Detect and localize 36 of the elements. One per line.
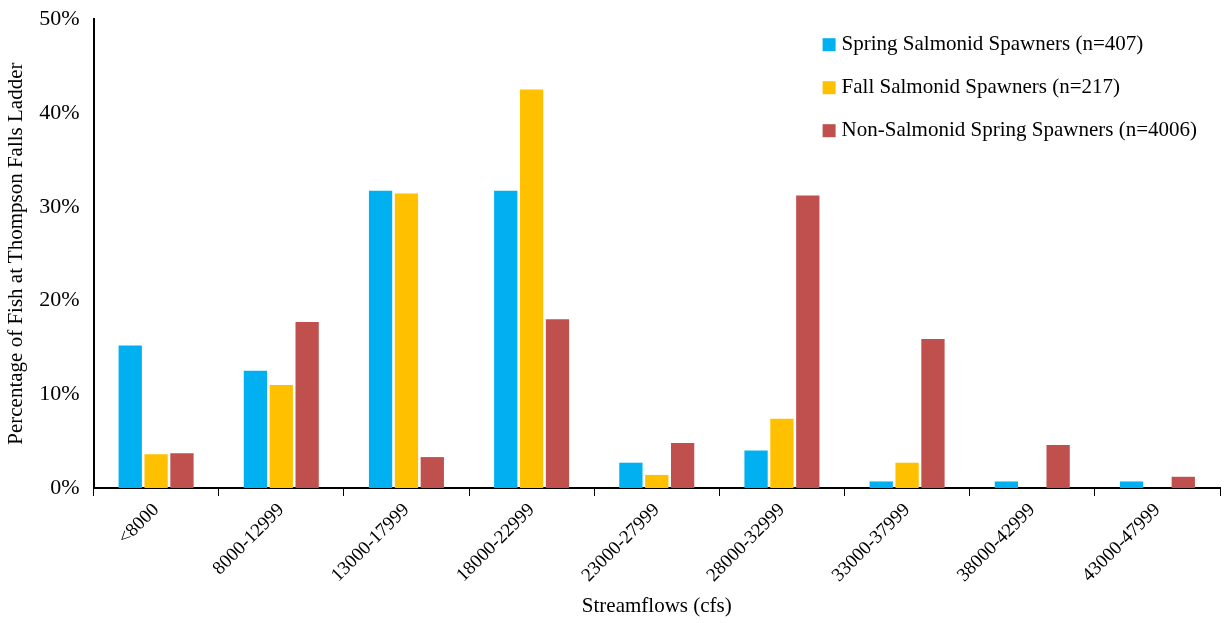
bar [519, 89, 544, 489]
bar [118, 345, 142, 489]
bar [869, 481, 893, 489]
y-tick-label: 40% [39, 98, 80, 124]
bar [994, 481, 1019, 489]
y-tick-label: 0% [50, 473, 80, 499]
y-tick-label: 10% [39, 380, 80, 406]
legend-label: Non-Salmonid Spring Spawners (n=4006) [841, 116, 1198, 141]
y-tick-label: 50% [39, 4, 80, 30]
bar [895, 462, 919, 489]
bar [144, 454, 168, 489]
bar [269, 384, 293, 489]
y-tick-label: 20% [39, 286, 80, 312]
bar [295, 322, 319, 489]
bar [394, 193, 419, 489]
y-axis-title: Percentage of Fish at Thompson Falls Ladder [3, 62, 28, 445]
bar [170, 453, 194, 489]
x-axis-title: Streamflows (cfs) [581, 592, 732, 617]
bar [619, 462, 643, 489]
bar [1171, 476, 1195, 489]
bar [545, 319, 570, 489]
bar [368, 190, 393, 489]
bar [921, 338, 945, 489]
legend-label: Spring Salmonid Spawners (n=407) [841, 30, 1144, 55]
bar [645, 474, 669, 489]
bar [420, 457, 444, 489]
bar [494, 190, 518, 489]
bar [1046, 444, 1070, 489]
y-tick-label: 30% [39, 192, 80, 218]
bar [744, 450, 768, 489]
bar [796, 195, 820, 489]
bar [1119, 481, 1144, 489]
bar [243, 370, 268, 489]
bar [670, 443, 695, 489]
legend-label: Fall Salmonid Spawners (n=217) [841, 73, 1121, 98]
bar [770, 418, 794, 489]
